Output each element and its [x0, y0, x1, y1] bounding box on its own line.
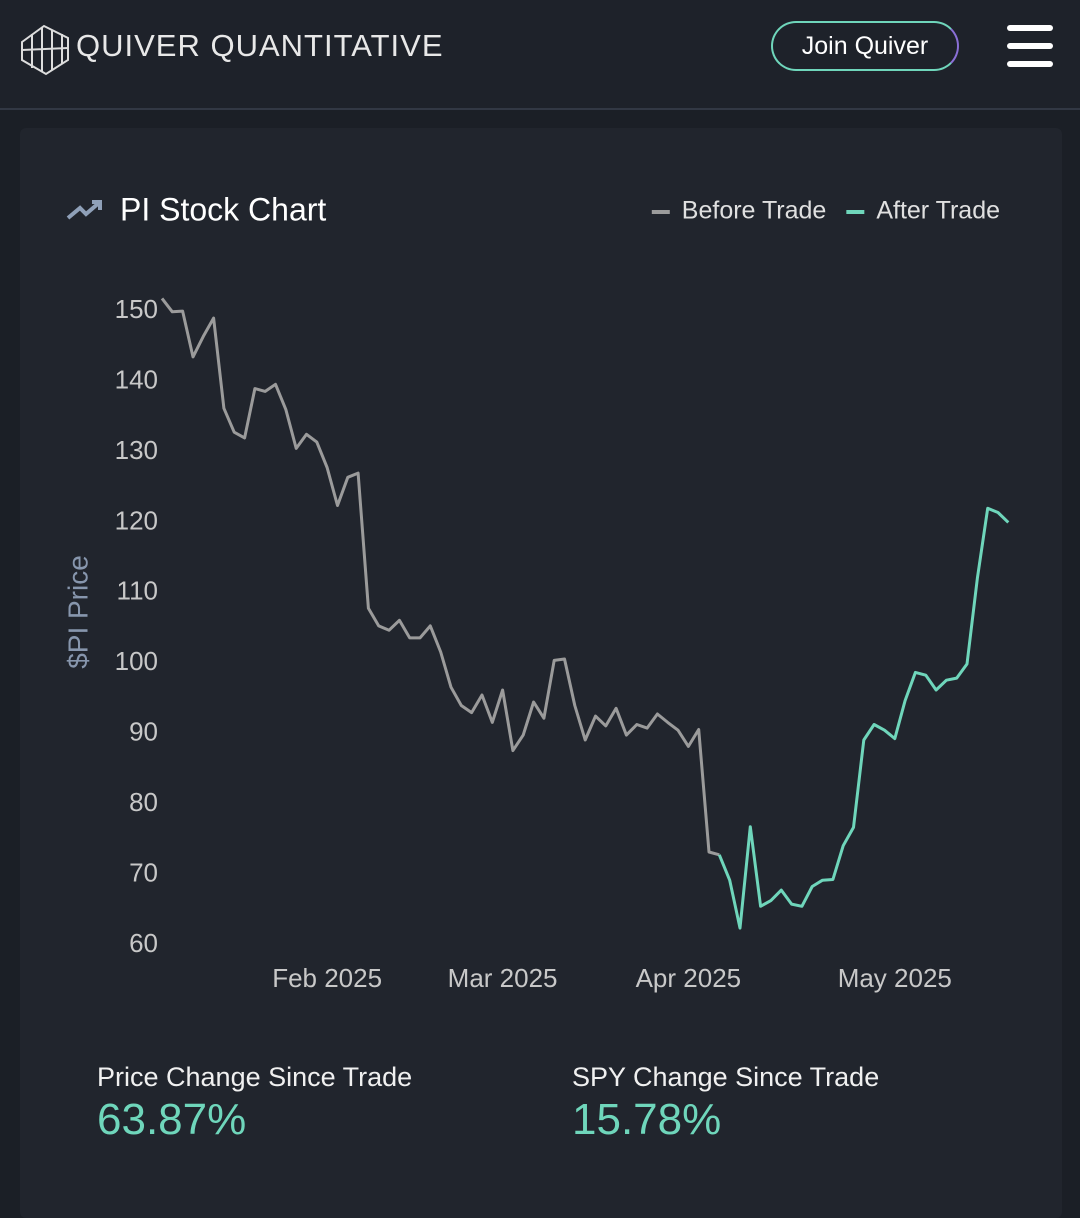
- logo: [21, 24, 69, 76]
- x-tick-label: Apr 2025: [636, 963, 742, 993]
- x-tick-label: Feb 2025: [272, 963, 382, 993]
- stat-label: Price Change Since Trade: [97, 1062, 413, 1092]
- stat-label: SPY Change Since Trade: [572, 1062, 880, 1092]
- stat-value: 63.87%: [97, 1095, 247, 1144]
- stat: Price Change Since Trade 63.87%: [97, 1062, 412, 1145]
- y-tick-label: 100: [115, 646, 158, 676]
- header: QUIVER QUANTITATIVE Join Quiver: [0, 0, 1080, 110]
- stat-value: 15.78%: [572, 1095, 722, 1144]
- brand: QUIVER QUANTITATIVE: [76, 28, 444, 63]
- join-button[interactable]: Join Quiver: [771, 21, 959, 71]
- y-tick-label: 110: [117, 576, 158, 606]
- x-tick-label: May 2025: [838, 963, 952, 993]
- y-tick-label: 90: [129, 717, 158, 747]
- y-tick-label: 150: [115, 294, 158, 324]
- y-tick-label: 80: [129, 787, 158, 817]
- y-tick-label: 60: [129, 928, 158, 958]
- chart-icon: [66, 200, 102, 220]
- x-tick-label: Mar 2025: [448, 963, 558, 993]
- legend-label: After Trade: [876, 197, 1000, 225]
- chart-title: PI Stock Chart: [120, 191, 326, 227]
- y-axis-label: $PI Price: [62, 555, 93, 669]
- legend-label: Before Trade: [682, 197, 827, 225]
- price-line: [717, 506, 1010, 930]
- y-tick-label: 70: [129, 857, 158, 887]
- price-line: [160, 297, 720, 857]
- menu-icon[interactable]: [1007, 25, 1055, 69]
- y-tick-label: 130: [115, 435, 158, 465]
- chart: PI Stock Chart $PI Price 60 70 80 90 100 110 1…: [62, 191, 1010, 993]
- chart-card: [20, 128, 1062, 1218]
- y-tick-label: 140: [115, 364, 158, 394]
- y-tick-label: 120: [115, 505, 158, 535]
- stat: SPY Change Since Trade 15.78%: [572, 1062, 879, 1145]
